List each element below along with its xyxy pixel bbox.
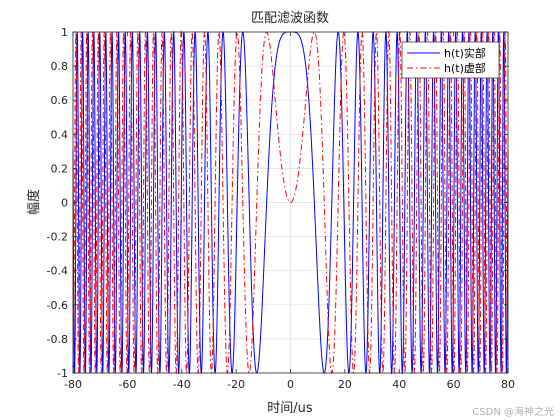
x-tick-label: 0 xyxy=(287,378,294,391)
x-tick-label: -80 xyxy=(64,378,82,391)
x-axis-label: 时间/us xyxy=(267,401,313,416)
x-tick-label: 20 xyxy=(338,378,352,391)
watermark: CSDN @海神之光 xyxy=(472,407,554,418)
y-tick-label: 0.8 xyxy=(51,60,69,73)
chart-title: 匹配滤波函数 xyxy=(251,11,329,26)
y-tick-label: -0.2 xyxy=(47,231,68,244)
y-tick-label: 0.2 xyxy=(51,162,69,175)
y-tick-label: -0.6 xyxy=(47,299,68,312)
x-tick-label: 80 xyxy=(501,378,515,391)
x-tick-label: 60 xyxy=(447,378,461,391)
x-tick-label: -40 xyxy=(173,378,191,391)
x-tick-label: 40 xyxy=(392,378,406,391)
axis-ticks: -80 -60 -40 -20 0 20 40 60 80 -1 -0.8 -0.6 -0.4 -0.2 0… xyxy=(47,26,515,391)
legend-label: h(t)实部 xyxy=(444,46,486,60)
y-tick-label: -1 xyxy=(57,367,68,380)
legend-box xyxy=(401,41,500,79)
x-tick-label: -60 xyxy=(118,378,136,391)
y-tick-label: 1 xyxy=(61,26,68,39)
x-tick-label: -20 xyxy=(227,378,245,391)
legend: h(t)实部h(t)虚部 xyxy=(401,41,500,79)
y-tick-label: -0.4 xyxy=(47,265,68,278)
y-axis-label: 幅度 xyxy=(26,189,42,215)
legend-label: h(t)虚部 xyxy=(444,61,486,75)
y-tick-label: 0.4 xyxy=(51,128,69,141)
y-tick-label: 0.6 xyxy=(51,94,69,107)
y-tick-label: 0 xyxy=(61,197,68,210)
y-tick-label: -0.8 xyxy=(47,333,68,346)
